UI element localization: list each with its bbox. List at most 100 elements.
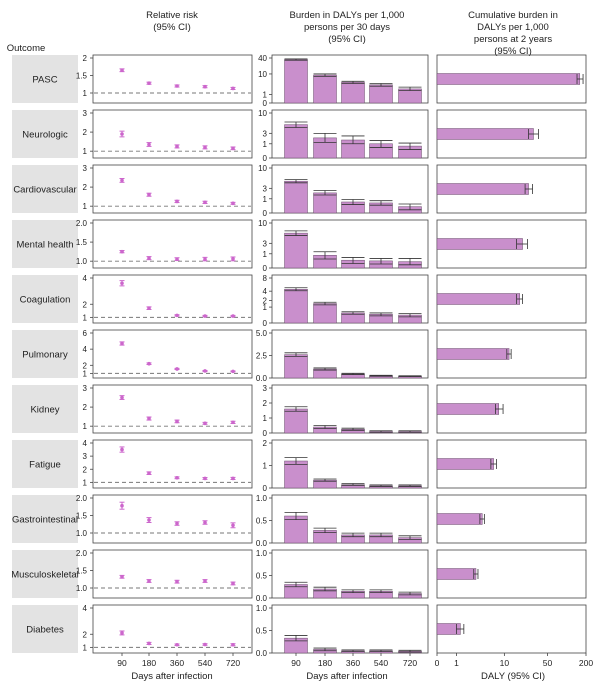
- rr-tick-label-fatigue-0: 1: [83, 478, 88, 487]
- row-label-bg-pulmonary: [12, 330, 78, 378]
- rr-tick-label-musculoskeletal-1: 1.5: [76, 567, 88, 576]
- rr-point-fatigue-360: [175, 475, 179, 480]
- rr-point-musculoskeletal-720: [231, 581, 235, 586]
- rr-tick-label-pasc-2: 2: [83, 54, 88, 63]
- burden-tick-label-neurologic-3: 10: [258, 109, 267, 118]
- burden-header-line-3: (95% CI): [328, 34, 365, 45]
- rr-point-neurologic-720: [231, 146, 235, 151]
- rr-tick-label-fatigue-2: 3: [83, 452, 88, 461]
- rr-point-musculoskeletal-360: [175, 579, 179, 584]
- cumulative-bar-neurologic: [436, 128, 534, 140]
- rr-point-diabetes-720: [231, 642, 235, 647]
- burden-tick-label-cardiovascular-0: 0: [263, 209, 268, 218]
- burden-tick-label-kidney-2: 2: [263, 399, 268, 408]
- rr-tick-label-pulmonary-2: 4: [83, 345, 88, 354]
- cumulative-x-axis-title: DALY (95% CI): [481, 671, 545, 682]
- burden-tick-label-cardiovascular-2: 3: [263, 184, 268, 193]
- burden-tick-label-pulmonary-1: 2.5: [256, 352, 268, 361]
- rr-tick-label-pasc-1: 1.5: [76, 72, 88, 81]
- rr-point-mental-health-360: [175, 257, 179, 262]
- burden-bar-cardiovascular-90: [284, 180, 308, 214]
- burden-tick-label-diabetes-0: 0.0: [256, 649, 268, 658]
- rr-panel-frame-mental-health: [92, 219, 253, 269]
- row-gastrointestinal: Gastrointestinal 1.0 1.5 2.0 0.0 0.5 1.0: [12, 494, 587, 548]
- rr-tick-label-gastrointestinal-1: 1.5: [76, 512, 88, 521]
- burden-bar-mental-health-90: [284, 232, 308, 269]
- burden-tick-label-coagulation-2: 2: [263, 297, 268, 306]
- row-label-bg-neurologic: [12, 110, 78, 158]
- rr-point-diabetes-90: [120, 631, 124, 635]
- burden-tick-label-pasc-3: 40: [258, 54, 267, 63]
- burden-bar-coagulation-180: [313, 303, 337, 324]
- rr-point-pulmonary-540: [203, 369, 207, 373]
- outcome-label-fatigue: Fatigue: [29, 460, 61, 471]
- cumulative-bar-pasc: [436, 73, 581, 85]
- rr-point-fatigue-720: [231, 476, 235, 481]
- rr-x-tick-label-180: 180: [142, 658, 156, 668]
- outcome-label-mental-health: Mental health: [16, 240, 73, 251]
- outcome-label-neurologic: Neurologic: [22, 130, 68, 141]
- rr-tick-label-fatigue-1: 2: [83, 465, 88, 474]
- rr-tick-label-coagulation-1: 2: [83, 300, 88, 309]
- rr-point-diabetes-180: [147, 641, 151, 646]
- burden-bar-pulmonary-90: [284, 354, 308, 379]
- rr-tick-label-gastrointestinal-2: 2.0: [76, 494, 88, 503]
- row-label-bg-cardiovascular: [12, 165, 78, 213]
- burden-tick-label-kidney-3: 3: [263, 384, 268, 393]
- row-neurologic: Neurologic 1 2 3 0 1 3 10: [12, 109, 587, 163]
- outcome-column-header: Outcome: [7, 43, 46, 54]
- rr-tick-label-neurologic-1: 2: [83, 128, 88, 137]
- rr-point-pulmonary-90: [120, 341, 124, 346]
- cumulative-x-tick-label-1: 1: [454, 658, 459, 668]
- outcome-label-pasc: PASC: [32, 75, 57, 86]
- rr-point-gastrointestinal-540: [203, 520, 207, 525]
- cumulative-bar-pulmonary: [436, 348, 510, 360]
- cumulative-bar-kidney: [436, 403, 499, 415]
- rr-point-gastrointestinal-720: [231, 523, 235, 528]
- rr-point-kidney-540: [203, 421, 207, 426]
- rr-tick-label-fatigue-3: 4: [83, 439, 88, 448]
- rr-tick-label-diabetes-1: 2: [83, 630, 88, 639]
- rr-point-fatigue-540: [203, 476, 207, 481]
- rr-point-mental-health-180: [147, 256, 151, 260]
- burden-tick-label-mental-health-3: 10: [258, 219, 267, 228]
- cumulative-header-line-1: Cumulative burden in: [468, 10, 558, 21]
- burden-tick-label-neurologic-0: 0: [263, 154, 268, 163]
- rr-point-neurologic-180: [147, 142, 151, 147]
- rr-point-fatigue-180: [147, 471, 151, 475]
- cumulative-bar-cardiovascular: [436, 183, 529, 195]
- burden-tick-label-pasc-0: 0: [263, 99, 268, 108]
- burden-tick-label-cardiovascular-1: 1: [263, 195, 268, 204]
- rr-point-cardiovascular-540: [203, 200, 207, 205]
- burden-bar-pasc-90: [284, 59, 308, 104]
- rr-point-kidney-90: [120, 395, 124, 400]
- rr-point-pulmonary-180: [147, 361, 151, 366]
- rr-point-mental-health-540: [203, 257, 207, 262]
- row-label-bg-fatigue: [12, 440, 78, 488]
- burden-tick-label-cardiovascular-3: 10: [258, 164, 267, 173]
- burden-tick-label-kidney-0: 0: [263, 429, 268, 438]
- rr-tick-label-pulmonary-1: 2: [83, 361, 88, 370]
- rr-tick-label-mental-health-2: 2.0: [76, 219, 88, 228]
- row-diabetes: Diabetes 1 2 4 0.0 0.5 1.0: [12, 604, 587, 658]
- burden-x-axis-title: Days after infection: [306, 671, 387, 682]
- cumulative-bar-mental-health: [436, 238, 523, 250]
- rr-point-coagulation-540: [203, 314, 207, 318]
- burden-tick-label-neurologic-2: 3: [263, 129, 268, 138]
- row-label-bg-gastrointestinal: [12, 495, 78, 543]
- burden-bar-neurologic-90: [284, 124, 308, 159]
- outcome-label-cardiovascular: Cardiovascular: [13, 185, 76, 196]
- rr-point-diabetes-360: [175, 642, 179, 647]
- outcome-label-kidney: Kidney: [30, 405, 59, 416]
- row-label-bg-coagulation: [12, 275, 78, 323]
- axis-titles: Days after infection Days after infectio…: [131, 671, 545, 682]
- rr-point-pasc-90: [120, 68, 124, 73]
- burden-tick-label-gastrointestinal-1: 0.5: [256, 517, 268, 526]
- burden-header-line-2: persons per 30 days: [304, 22, 390, 33]
- burden-tick-label-musculoskeletal-1: 0.5: [256, 572, 268, 581]
- burden-x-tick-label-90: 90: [291, 658, 301, 668]
- rr-point-coagulation-720: [231, 314, 235, 318]
- burden-tick-label-coagulation-1: 1: [263, 303, 268, 312]
- cumulative-header-line-4: (95% CI): [494, 46, 531, 57]
